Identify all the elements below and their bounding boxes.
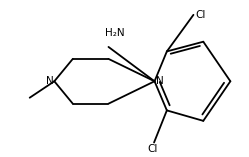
- Text: Cl: Cl: [148, 144, 158, 154]
- Text: Cl: Cl: [195, 10, 206, 20]
- Text: N: N: [156, 76, 163, 86]
- Text: H₂N: H₂N: [105, 28, 124, 38]
- Text: N: N: [46, 76, 53, 86]
